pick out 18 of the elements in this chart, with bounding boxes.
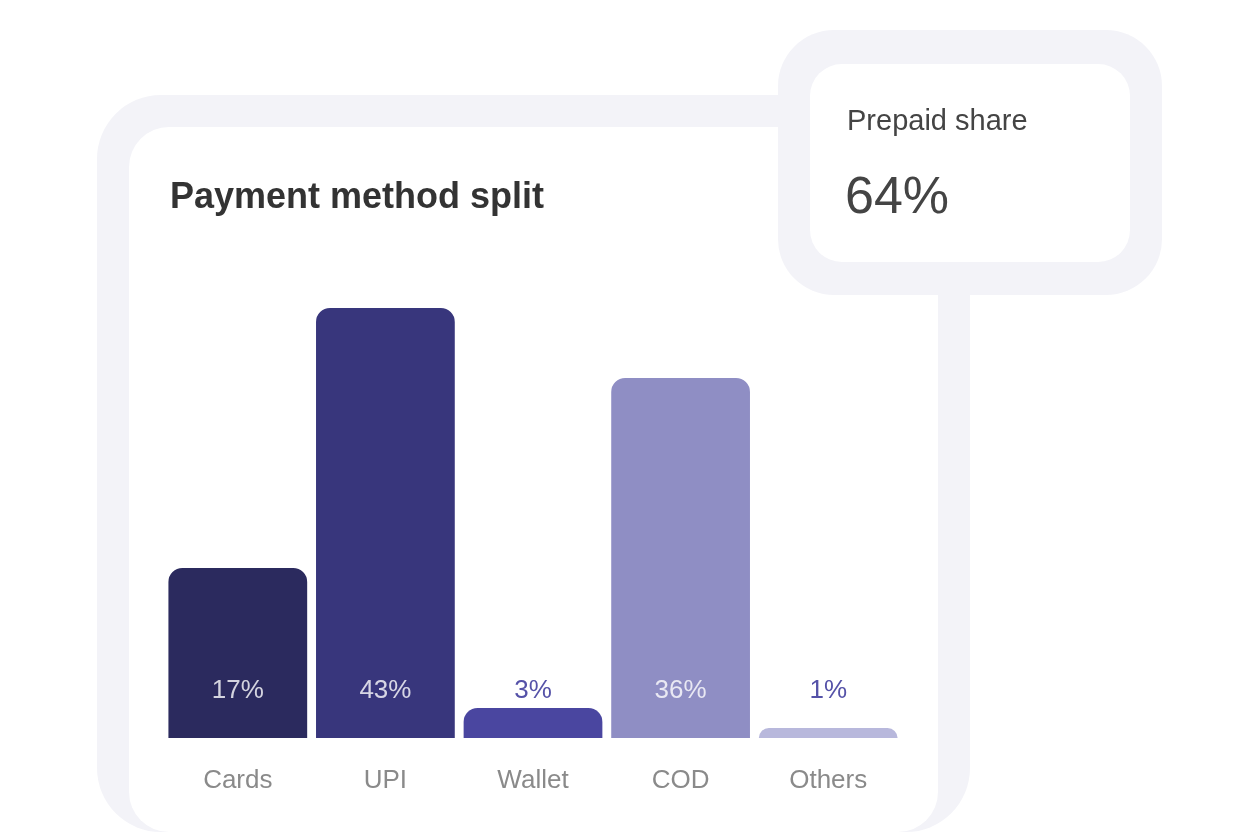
bar [611,378,750,738]
text: 64% [845,165,950,225]
chart-title: Payment method split [170,174,545,216]
data-label: 43% [359,674,412,704]
x-tick-label: Others [789,764,868,794]
x-tick-label: Cards [203,764,273,794]
data-label: 1% [809,674,847,704]
bar [463,708,603,738]
x-tick-label: Wallet [497,764,570,794]
bar [758,728,898,738]
text: Prepaid share [847,104,1028,137]
x-tick-label: COD [651,764,710,794]
data-label: 36% [654,674,707,704]
x-tick-label: UPI [363,764,408,794]
data-label: 3% [514,674,552,704]
bar [168,568,308,738]
bar [316,308,455,738]
data-label: 17% [211,674,264,704]
